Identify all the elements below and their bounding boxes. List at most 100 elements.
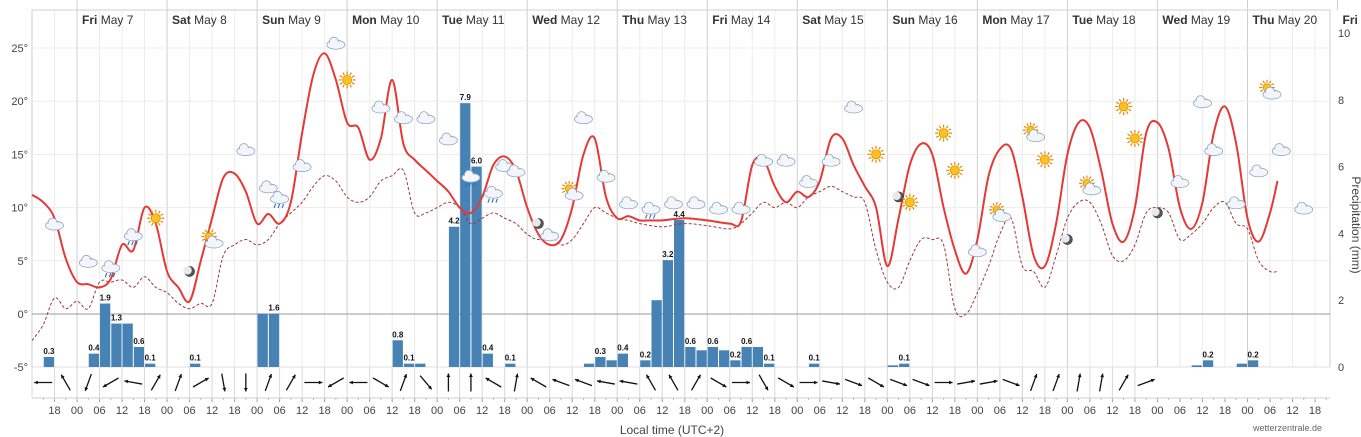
sun-disc — [949, 165, 960, 176]
sun-ray — [871, 146, 874, 150]
cloud-icon — [664, 196, 683, 210]
precip-bar — [887, 365, 899, 367]
day-label: Sat May 15 — [802, 13, 864, 27]
precip-label: 0.1 — [899, 354, 911, 363]
precip-bar — [392, 340, 403, 367]
cloud-fill — [372, 105, 390, 113]
suncloud-icon — [1079, 175, 1102, 196]
sun-ray — [158, 222, 161, 226]
cloud-fill — [271, 195, 288, 204]
cloud-icon — [821, 153, 841, 167]
wind-head — [156, 374, 161, 379]
sun-icon — [1126, 129, 1144, 147]
cloud-fill — [710, 206, 727, 214]
precip-label: 0.4 — [88, 344, 100, 353]
wind-arrow — [889, 378, 908, 387]
wind-arrow — [513, 373, 519, 392]
sun-ray — [1040, 164, 1043, 168]
precip-bar — [448, 226, 460, 367]
wind-arrow — [150, 374, 161, 391]
wind-head — [84, 387, 89, 391]
wind-arrow — [327, 377, 344, 388]
wind-arrow — [668, 374, 679, 391]
sun-ray — [989, 205, 994, 209]
sun-ray — [1268, 80, 1272, 84]
precip-bar — [1236, 363, 1247, 367]
sun-ray — [945, 125, 949, 129]
rain-icon — [123, 228, 143, 246]
wind-arrow — [1029, 373, 1038, 392]
wind-arrow — [469, 373, 473, 392]
x-tick-label: 00 — [701, 405, 713, 417]
precip-bar — [583, 363, 595, 367]
sun-ray — [1128, 101, 1132, 105]
day-label: Tue May 18 — [1072, 13, 1135, 27]
credit-text: wetterzentrale.de — [1252, 423, 1322, 433]
sun-ray — [1125, 110, 1129, 115]
y-right-tick: 2 — [1338, 295, 1344, 307]
cloud-fill — [1083, 187, 1101, 195]
wind-head — [903, 382, 908, 387]
wind-head — [575, 378, 579, 383]
sun-ray — [959, 165, 963, 169]
wind-row — [31, 367, 1330, 399]
y-left-tick: 15° — [11, 149, 28, 161]
y-right-tick: 10 — [1338, 28, 1350, 40]
wind-head — [1077, 373, 1082, 378]
cloud-icon — [967, 244, 987, 258]
x-tick-label: 12 — [746, 405, 758, 417]
dewpoint-line — [31, 167, 1278, 341]
wind-head — [789, 383, 794, 387]
sun-ray — [878, 158, 881, 163]
cloud-icon — [799, 175, 818, 188]
rain-icon — [461, 169, 481, 187]
sun-ray — [1032, 123, 1036, 127]
suncloud-icon — [989, 202, 1012, 222]
x-tick-label: 12 — [836, 405, 848, 417]
precipitation-bars: 0.3 0.41.91.30.60.1 0.11.60.80.14.27.96.00… — [43, 93, 1259, 367]
precip-bar — [741, 346, 752, 367]
wind-arrow — [221, 373, 227, 392]
rain-drop — [131, 241, 134, 246]
y-left-tick: 20° — [11, 96, 28, 108]
rain-icon — [101, 260, 121, 278]
cloud-fill — [969, 249, 986, 257]
sun-ray — [1088, 176, 1092, 180]
precip-label: 0.1 — [505, 354, 517, 363]
wind-arrow — [758, 374, 769, 391]
x-tick-label: 00 — [521, 405, 533, 417]
cloud-icon — [292, 159, 312, 172]
sun-ray — [914, 204, 918, 208]
day-label: Mon May 10 — [352, 13, 420, 27]
sun-disc — [342, 75, 353, 85]
x-tick-label: 00 — [791, 405, 803, 417]
x-tick-label: 00 — [881, 405, 893, 417]
precip-bar — [100, 303, 111, 367]
sun-ray — [158, 210, 161, 214]
x-tick-label: 18 — [1039, 405, 1051, 417]
wind-head — [222, 387, 227, 392]
sun-ray — [905, 194, 908, 198]
x-tick-label: 00 — [1241, 405, 1253, 417]
wind-arrow — [174, 373, 182, 392]
sun-icon — [1115, 98, 1133, 116]
wind-head — [530, 378, 535, 382]
precip-bar — [764, 363, 775, 367]
cloud-fill — [620, 201, 637, 209]
sun-ray — [1037, 161, 1041, 165]
precip-bar — [685, 346, 696, 367]
cloud-fill — [417, 116, 435, 124]
sun-ray — [342, 72, 345, 76]
wind-head — [469, 373, 473, 378]
cloud-fill — [79, 259, 97, 267]
sun-ray — [1079, 178, 1084, 182]
precip-label: 0.1 — [190, 354, 202, 363]
x-tick-label: 00 — [71, 405, 83, 417]
sun-ray — [935, 128, 940, 131]
moon-shade — [183, 266, 192, 275]
sun-ray — [342, 84, 345, 88]
cloud-fill — [1027, 134, 1044, 142]
wind-head — [1150, 378, 1155, 383]
precip-bar — [640, 360, 651, 367]
